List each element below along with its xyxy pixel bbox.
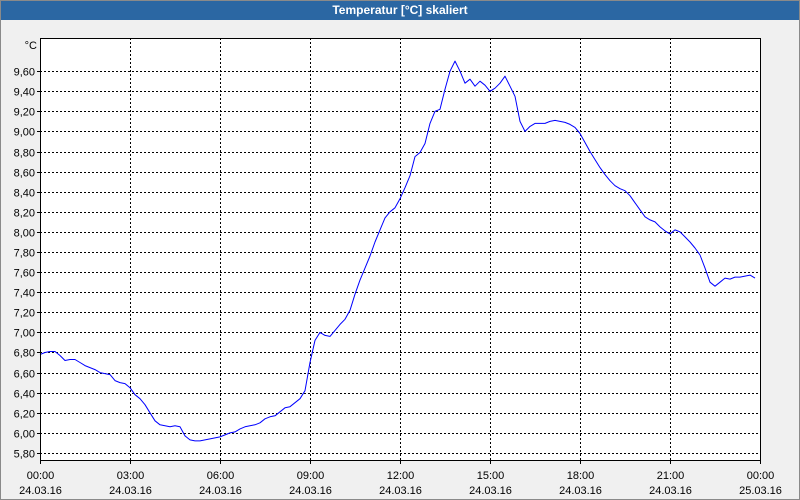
x-tick-time-label: 00:00 (747, 470, 775, 482)
x-tick-time-label: 03:00 (117, 470, 145, 482)
plot-border (40, 38, 761, 461)
temperature-line (39, 60, 756, 442)
x-tick-time-label: 15:00 (477, 470, 505, 482)
y-tick-label: 9,60 (14, 67, 35, 79)
y-tick-label: 8,40 (14, 188, 35, 200)
y-tick-label: 8,80 (14, 148, 35, 160)
x-tick-time-label: 09:00 (297, 470, 325, 482)
y-tick-label: 8,00 (14, 228, 35, 240)
x-tick-time-label: 21:00 (657, 470, 685, 482)
y-tick-label: 6,80 (14, 348, 35, 360)
y-tick-label: 6,20 (14, 409, 35, 421)
y-tick-label: 6,00 (14, 429, 35, 441)
y-tick-label: 5,80 (14, 449, 35, 461)
y-tick-label: 6,40 (14, 389, 35, 401)
grid-lines (40, 38, 761, 460)
plot-area-group (40, 38, 760, 460)
y-tick-label: 8,20 (14, 208, 35, 220)
x-tick-time-label: 06:00 (207, 470, 235, 482)
series-group (39, 60, 756, 442)
x-tick-date-label: 24.03.16 (289, 485, 332, 497)
x-tick-date-label: 24.03.16 (109, 485, 152, 497)
y-tick-label: 9,40 (14, 87, 35, 99)
x-tick-date-label: 24.03.16 (559, 485, 602, 497)
y-tick-label: 7,40 (14, 288, 35, 300)
y-tick-label: 9,00 (14, 127, 35, 139)
x-tick-date-label: 24.03.16 (649, 485, 692, 497)
y-tick-label: 8,60 (14, 168, 35, 180)
x-tick-date-label: 24.03.16 (379, 485, 422, 497)
x-tick-time-label: 18:00 (567, 470, 595, 482)
axis-labels: 5,80 6,00 6,20 6,40 6,60 6,80 7,00 7,20 7,40 7,60… (14, 40, 782, 497)
axes (37, 38, 761, 464)
x-tick-time-label: 00:00 (27, 470, 55, 482)
y-tick-label: 9,20 (14, 107, 35, 119)
chart-title: Temperatur [°C] skaliert (0, 0, 800, 20)
x-tick-time-label: 12:00 (387, 470, 415, 482)
x-tick-date-label: 25.03.16 (739, 485, 782, 497)
y-axis-unit-label: °C (25, 40, 37, 52)
x-tick-date-label: 24.03.16 (199, 485, 242, 497)
x-tick-date-label: 24.03.16 (469, 485, 512, 497)
y-tick-label: 7,20 (14, 308, 35, 320)
y-tick-label: 7,60 (14, 268, 35, 280)
y-tick-label: 6,60 (14, 369, 35, 381)
y-tick-label: 7,00 (14, 328, 35, 340)
plot-area (40, 38, 760, 460)
x-tick-date-label: 24.03.16 (19, 485, 62, 497)
y-tick-label: 7,80 (14, 248, 35, 260)
